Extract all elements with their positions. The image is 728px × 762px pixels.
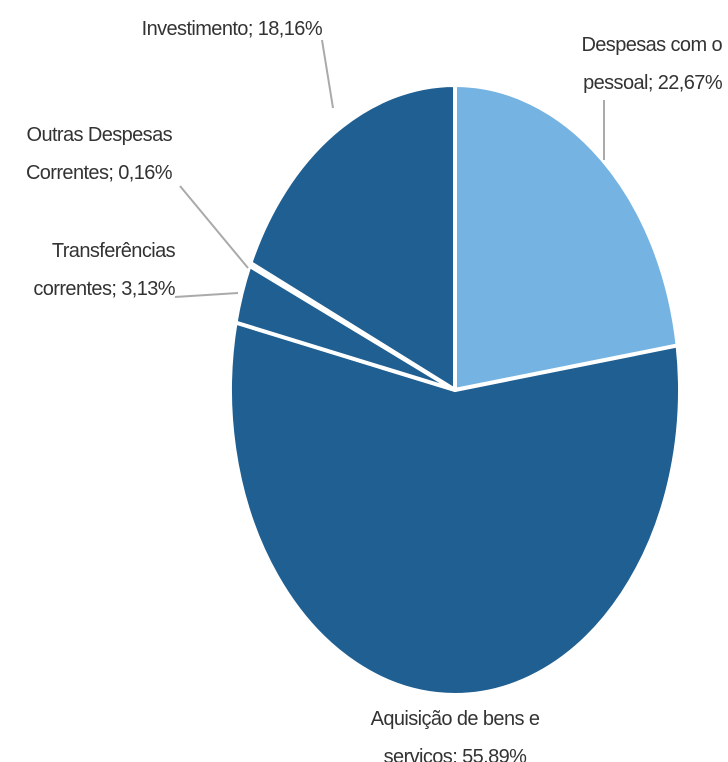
data-label: Aquisição de bens e serviços55,89% — [345, 700, 565, 762]
value-label: 55,89% — [452, 746, 527, 762]
pie-slice — [453, 83, 680, 392]
leader-line — [174, 292, 239, 298]
value-label: 3,13% — [111, 278, 175, 300]
category-label: Despesas com o pessoal — [581, 34, 722, 94]
data-label: Transferências correntes3,13% — [5, 232, 175, 308]
data-label: Investimento18,16% — [90, 10, 323, 48]
leader-line — [179, 185, 249, 269]
category-label: Aquisição de bens e serviços — [370, 708, 540, 762]
value-label: 0,16% — [108, 162, 172, 184]
data-label: Outras Despesas Correntes0,16% — [0, 116, 173, 192]
leader-line — [321, 39, 334, 109]
category-label: Investimento — [141, 18, 249, 40]
data-label: Despesas com o pessoal22,67% — [552, 26, 722, 102]
pie-slice — [248, 83, 457, 392]
category-label: Transferências correntes — [33, 240, 175, 300]
value-label: 22,67% — [648, 72, 723, 94]
category-label: Outras Despesas Correntes — [25, 124, 173, 184]
pie-slice — [228, 320, 682, 697]
value-label: 18,16% — [248, 18, 323, 40]
